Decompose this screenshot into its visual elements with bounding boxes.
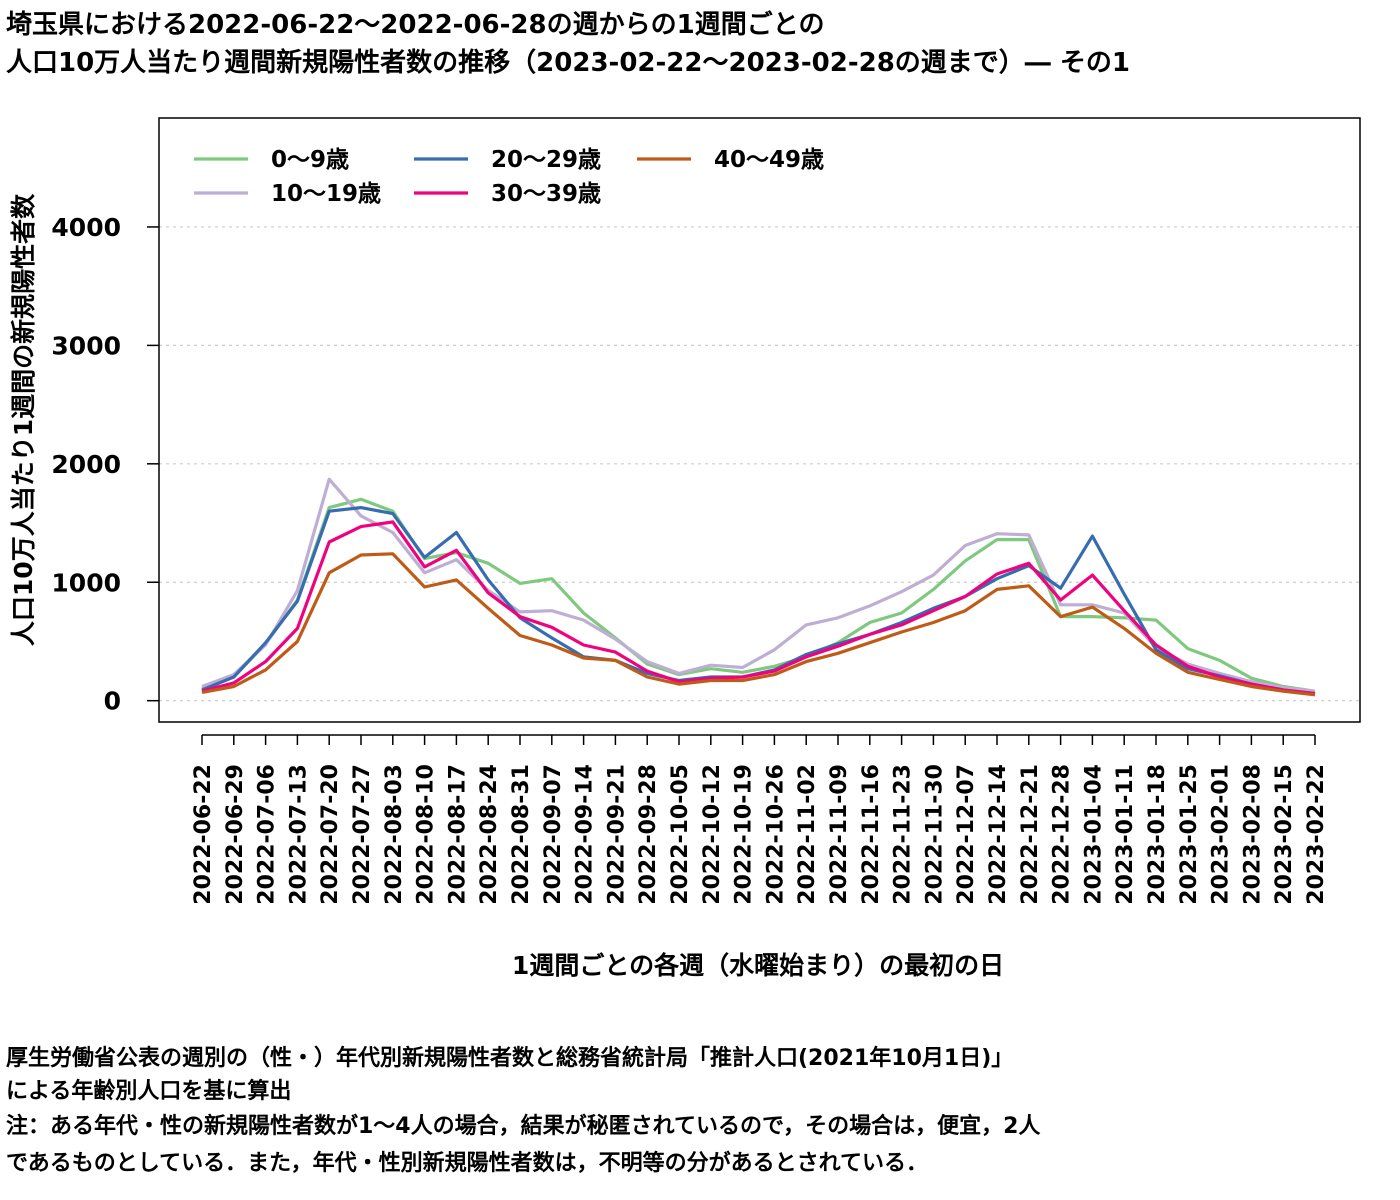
plot-frame [158, 117, 1361, 723]
x-tick-label: 2022-12-14 [986, 764, 1011, 905]
x-tick-label: 2022-08-10 [414, 764, 439, 905]
series-line [201, 552, 1316, 697]
y-tick-label: 3000 [51, 331, 121, 360]
x-tick-label: 2022-11-23 [891, 764, 916, 905]
x-axis-label: 1週間ごとの各週（水曜始まり）の最初の日 [512, 951, 1004, 980]
y-tick-label: 2000 [51, 450, 121, 479]
x-tick-label: 2022-08-31 [509, 764, 534, 905]
x-tick-label: 2022-08-03 [382, 764, 407, 905]
y-axis-label: 人口10万人当たり1週間の新規陽性者数 [9, 193, 38, 646]
x-axis: 2022-06-22 2022-06-29 2022-07-06 2022-07-13… [191, 734, 1329, 905]
x-tick-label: 2022-11-02 [795, 764, 820, 905]
legend-label: 0〜9歳 [271, 147, 349, 173]
series-line [201, 477, 1316, 693]
chart-title-line-2: 人口10万人当たり週間新規陽性者数の推移（2023-02-22〜2023-02-… [6, 48, 1130, 78]
source-note-line-1: 厚生労働省公表の週別の（性・）年代別新規陽性者数と総務省統計局「推計人口(202… [6, 1046, 1014, 1071]
series-line [201, 520, 1316, 696]
x-tick-label: 2022-11-09 [827, 764, 852, 905]
series-line [201, 497, 1316, 693]
x-tick-label: 2022-09-21 [604, 764, 629, 905]
caveat-note-line-2: であるものとしている．また，年代・性別新規陽性者数は，不明等の分があるとされてい… [6, 1151, 929, 1176]
legend-label: 20〜29歳 [491, 147, 601, 173]
grid-lines [159, 226, 1360, 702]
x-tick-label: 2022-07-13 [286, 764, 311, 905]
x-tick-label: 2022-11-16 [859, 764, 884, 905]
x-tick-label: 2023-01-18 [1145, 764, 1170, 905]
x-tick-label: 2022-09-28 [636, 764, 661, 905]
x-tick-label: 2022-10-26 [763, 764, 788, 905]
y-tick-label: 4000 [51, 213, 121, 242]
x-tick-label: 2022-06-29 [223, 764, 248, 905]
chart-title-line-1: 埼玉県における2022-06-22〜2022-06-28の週からの1週間ごとの [6, 10, 825, 40]
legend-label: 30〜39歳 [491, 181, 601, 207]
y-tick-label: 0 [104, 687, 121, 716]
legend-label: 10〜19歳 [271, 181, 381, 207]
x-tick-label: 2022-11-30 [922, 764, 947, 905]
legend: 0〜9歳 10〜19歳 20〜29歳 30〜39歳 40〜49歳 [194, 147, 824, 207]
x-tick-label: 2022-09-07 [541, 764, 566, 905]
x-tick-label: 2023-01-25 [1177, 764, 1202, 905]
x-tick-label: 2022-10-05 [668, 764, 693, 905]
x-tick-label: 2023-02-01 [1209, 764, 1234, 905]
y-axis: 0 1000 2000 3000 4000 [51, 213, 159, 716]
caveat-note-line-1: 注：ある年代・性の新規陽性者数が1〜4人の場合，結果が秘匿されているので，その場… [6, 1114, 1041, 1139]
x-tick-label: 2023-02-08 [1240, 764, 1265, 905]
legend-label: 40〜49歳 [714, 147, 824, 173]
series-lines [201, 477, 1316, 697]
x-tick-label: 2022-12-28 [1050, 764, 1075, 905]
source-note-line-2: による年齢別人口を基に算出 [6, 1079, 292, 1104]
x-tick-label: 2023-02-22 [1304, 764, 1329, 905]
x-tick-label: 2022-07-27 [350, 764, 375, 905]
x-tick-label: 2022-07-20 [318, 764, 343, 905]
x-tick-label: 2022-12-07 [954, 764, 979, 905]
series-line [201, 506, 1316, 696]
x-tick-label: 2022-07-06 [255, 764, 280, 905]
x-tick-label: 2022-08-17 [445, 764, 470, 905]
x-tick-label: 2022-10-12 [700, 764, 725, 905]
x-tick-label: 2023-02-15 [1272, 764, 1297, 905]
x-tick-label: 2023-01-04 [1081, 764, 1106, 905]
x-tick-label: 2022-12-21 [1018, 764, 1043, 905]
x-tick-label: 2023-01-11 [1113, 764, 1138, 905]
y-tick-label: 1000 [51, 568, 121, 597]
x-tick-label: 2022-10-19 [732, 764, 757, 905]
x-tick-label: 2022-08-24 [477, 764, 502, 905]
x-tick-label: 2022-06-22 [191, 764, 216, 905]
x-tick-label: 2022-09-14 [573, 764, 598, 905]
